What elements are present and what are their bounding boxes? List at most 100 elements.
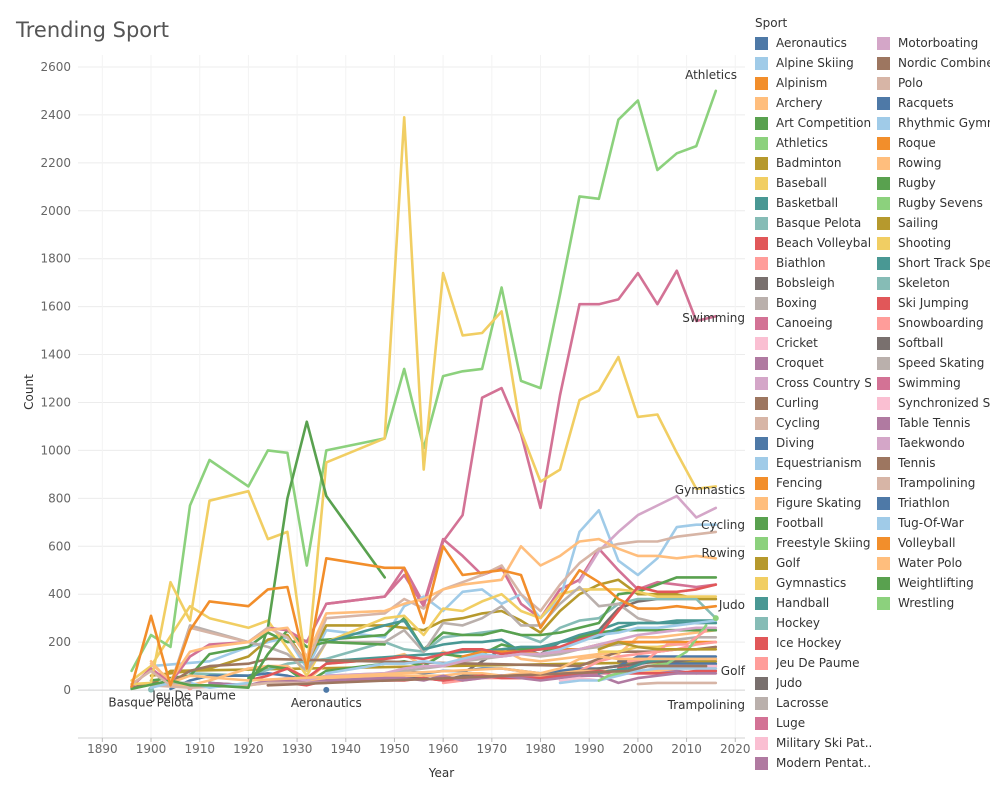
legend-item[interactable]: Motorboating	[877, 33, 978, 53]
legend-item[interactable]: Beach Volleyball	[755, 233, 871, 253]
legend-item[interactable]: Sailing	[877, 213, 938, 233]
legend-item[interactable]: Badminton	[755, 153, 841, 173]
series-line-archery	[149, 655, 718, 685]
legend-label: Skeleton	[898, 276, 950, 290]
chart-title: Trending Sport	[16, 18, 169, 42]
series-line-wrestling	[130, 420, 386, 691]
legend-item[interactable]: Diving	[755, 433, 814, 453]
series-line-rhythmic-gymnastics	[558, 667, 718, 685]
legend-item[interactable]: Luge	[755, 713, 805, 733]
legend-item[interactable]: Roque	[877, 133, 936, 153]
legend-swatch	[877, 496, 890, 510]
legend-item[interactable]: Speed Skating	[877, 353, 984, 373]
legend-item[interactable]: Canoeing	[755, 313, 833, 333]
legend-item[interactable]: Gymnastics	[755, 573, 846, 593]
legend-item[interactable]: Ski Jumping	[877, 293, 969, 313]
legend-item[interactable]: Baseball	[755, 173, 827, 193]
legend-item[interactable]: Water Polo	[877, 553, 962, 573]
legend-item[interactable]: Art Competitions	[755, 113, 871, 133]
legend-item[interactable]: Shooting	[877, 233, 951, 253]
series-line-ice-hockey	[247, 583, 718, 682]
legend-item[interactable]: Basketball	[755, 193, 838, 213]
legend-label: Golf	[776, 556, 801, 570]
legend-item[interactable]: Hockey	[755, 613, 820, 633]
legend-item[interactable]: Wrestling	[877, 593, 954, 613]
legend-item[interactable]: Aeronautics	[755, 33, 847, 53]
y-tick-label: 2200	[40, 156, 71, 170]
legend-item[interactable]: Polo	[877, 73, 923, 93]
legend-label: Ski Jumping	[898, 296, 969, 310]
legend-label: Aeronautics	[776, 36, 847, 50]
legend-item[interactable]: Judo	[755, 673, 802, 693]
legend-item[interactable]: Synchronized S..	[877, 393, 990, 413]
legend-item[interactable]: Rugby	[877, 173, 936, 193]
legend-item[interactable]: Fencing	[755, 473, 822, 493]
legend-item[interactable]: Freestyle Skiing	[755, 533, 871, 553]
legend-item[interactable]: Alpinism	[755, 73, 827, 93]
legend-item[interactable]: Biathlon	[755, 253, 826, 273]
legend-item[interactable]: Weightlifting	[877, 573, 974, 593]
legend-item[interactable]: Swimming	[877, 373, 961, 393]
legend-swatch	[755, 536, 768, 550]
legend-item[interactable]: Trampolining	[877, 473, 975, 493]
series-point-aeronautics	[323, 686, 330, 693]
legend-item[interactable]: Curling	[755, 393, 819, 413]
legend-label: Cricket	[776, 336, 818, 350]
legend-item[interactable]: Jeu De Paume	[755, 653, 860, 673]
series-line-rowing	[149, 537, 718, 682]
legend-item[interactable]: Equestrianism	[755, 453, 862, 473]
legend-swatch	[877, 36, 890, 50]
legend-item[interactable]: Golf	[755, 553, 800, 573]
legend-item[interactable]: Cycling	[755, 413, 820, 433]
legend-swatch	[755, 316, 768, 330]
legend-item[interactable]: Handball	[755, 593, 829, 613]
legend-label: Taekwondo	[898, 436, 965, 450]
legend-item[interactable]: Croquet	[755, 353, 824, 373]
legend-item[interactable]: Taekwondo	[877, 433, 965, 453]
legend-item[interactable]: Tennis	[877, 453, 935, 473]
legend-item[interactable]: Tug-Of-War	[877, 513, 964, 533]
legend-item[interactable]: Short Track Spe..	[877, 253, 990, 273]
legend-item[interactable]: Cricket	[755, 333, 818, 353]
legend-swatch	[755, 656, 768, 670]
legend-swatch	[755, 136, 768, 150]
legend-label: Rugby Sevens	[898, 196, 983, 210]
legend-item[interactable]: Basque Pelota	[755, 213, 861, 233]
legend-item[interactable]: Alpine Skiing	[755, 53, 854, 73]
legend-item[interactable]: Modern Pentat..	[755, 753, 871, 773]
legend-item[interactable]: Rhythmic Gymn..	[877, 113, 990, 133]
legend-item[interactable]: Archery	[755, 93, 823, 113]
legend-item[interactable]: Athletics	[755, 133, 828, 153]
legend-item[interactable]: Military Ski Pat..	[755, 733, 871, 753]
legend-item[interactable]: Nordic Combined	[877, 53, 990, 73]
legend-item[interactable]: Figure Skating	[755, 493, 861, 513]
legend-swatch	[877, 296, 890, 310]
legend-label: Polo	[898, 76, 923, 90]
legend-item[interactable]: Rowing	[877, 153, 942, 173]
series-label: Gymnastics	[675, 483, 745, 497]
legend-item[interactable]: Football	[755, 513, 824, 533]
legend-item[interactable]: Snowboarding	[877, 313, 984, 333]
legend-swatch	[877, 196, 890, 210]
legend-label: Judo	[776, 676, 803, 690]
legend-swatch	[755, 736, 768, 750]
legend-label: Hockey	[776, 616, 820, 630]
x-axis-title: Year	[428, 766, 454, 780]
series-point-rugby-sevens	[712, 615, 719, 622]
legend-item[interactable]: Softball	[877, 333, 943, 353]
legend-item[interactable]: Boxing	[755, 293, 817, 313]
legend-item[interactable]: Volleyball	[877, 533, 955, 553]
legend-item[interactable]: Ice Hockey	[755, 633, 841, 653]
legend-item[interactable]: Table Tennis	[877, 413, 970, 433]
legend-label: Badminton	[776, 156, 842, 170]
legend-item[interactable]: Racquets	[877, 93, 954, 113]
legend-item[interactable]: Cross Country S..	[755, 373, 871, 393]
legend-item[interactable]: Bobsleigh	[755, 273, 835, 293]
legend-item[interactable]: Lacrosse	[755, 693, 829, 713]
series-label: Aeronautics	[291, 696, 362, 710]
legend-item[interactable]: Skeleton	[877, 273, 950, 293]
legend-swatch	[877, 516, 890, 530]
y-tick-label: 600	[48, 539, 71, 553]
legend-item[interactable]: Triathlon	[877, 493, 950, 513]
legend-item[interactable]: Rugby Sevens	[877, 193, 983, 213]
